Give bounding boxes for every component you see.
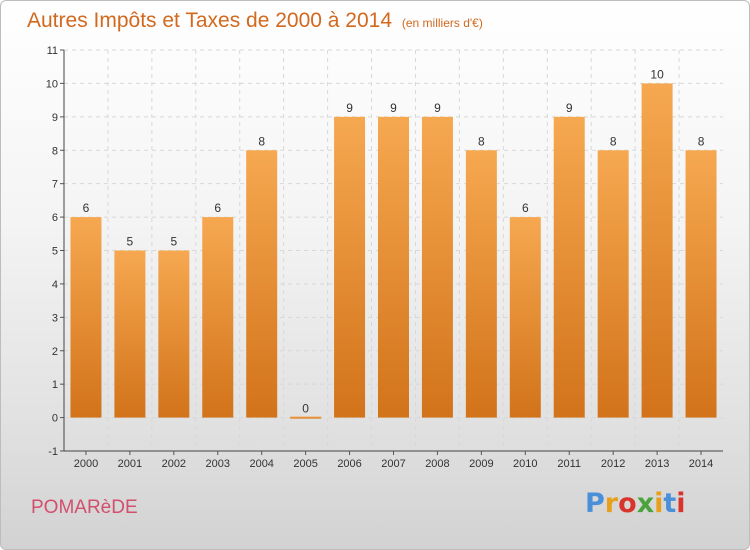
- bar: [290, 416, 322, 419]
- bar: [421, 116, 453, 418]
- brand-letter: i: [654, 488, 664, 519]
- y-tick-label: 2: [52, 346, 58, 358]
- bar: [378, 116, 409, 418]
- bars: [70, 83, 717, 419]
- data-label: 5: [127, 235, 134, 249]
- y-tick-label: 0: [52, 413, 58, 425]
- bar: [334, 116, 366, 418]
- x-tick-label: 2001: [118, 458, 142, 470]
- bar: [246, 150, 278, 418]
- brand-letter: i: [676, 488, 686, 519]
- x-tick-label: 2014: [689, 458, 713, 470]
- y-tick-label: 11: [47, 45, 58, 57]
- data-label: 10: [650, 67, 664, 81]
- bar: [553, 116, 585, 418]
- bar: [465, 150, 497, 418]
- data-label: 8: [478, 134, 485, 148]
- x-tick-label: 2012: [601, 458, 625, 470]
- data-label: 9: [434, 101, 441, 115]
- data-label: 6: [214, 201, 221, 215]
- data-label: 6: [522, 201, 529, 215]
- chart-title-text: Autres Impôts et Taxes de 2000 à 2014: [27, 9, 393, 32]
- bar: [685, 150, 717, 418]
- y-tick-label: 6: [52, 212, 58, 224]
- data-label: 8: [610, 134, 617, 148]
- x-tick-label: 2005: [293, 458, 317, 470]
- x-tick-label: 2011: [557, 458, 581, 470]
- data-label: 9: [390, 101, 397, 115]
- y-tick-label: -1: [48, 446, 58, 458]
- bar: [641, 83, 673, 418]
- x-tick-label: 2013: [645, 458, 669, 470]
- y-tick-label: 5: [52, 246, 58, 258]
- y-tick-label: 7: [52, 179, 58, 191]
- brand-letter: r: [604, 488, 619, 519]
- x-tick-label: 2002: [162, 458, 186, 470]
- data-label: 0: [302, 402, 309, 416]
- x-tick-label: 2003: [206, 458, 230, 470]
- x-tick-label: 2004: [249, 458, 273, 470]
- data-label: 8: [258, 134, 265, 148]
- y-tick-label: 9: [52, 112, 58, 124]
- data-label: 8: [698, 134, 705, 148]
- brand-letter: o: [618, 488, 637, 519]
- bar: [202, 217, 234, 418]
- y-tick-label: 3: [52, 312, 58, 324]
- x-tick-label: 2007: [381, 458, 405, 470]
- proxiti-logo[interactable]: Proxiti: [585, 488, 686, 519]
- chart-unit: (en milliers d'€): [401, 16, 483, 30]
- labels: -1 0 1 2 3 4 5 6 7 8 9 10 11 6 2000 5 2001 5 2002 6 2003 8 200…: [46, 45, 714, 470]
- bar: [114, 250, 146, 418]
- y-tick-label: 1: [52, 379, 58, 391]
- chart-title: Autres Impôts et Taxes de 2000 à 2014 (e…: [27, 9, 483, 33]
- brand-letter: x: [636, 488, 655, 519]
- y-tick-label: 8: [52, 145, 58, 157]
- data-label: 9: [346, 101, 353, 115]
- x-tick-label: 2008: [425, 458, 449, 470]
- bar: [70, 217, 102, 418]
- data-label: 9: [566, 101, 573, 115]
- data-label: 5: [170, 235, 177, 249]
- bar: [597, 150, 629, 418]
- y-tick-label: 10: [46, 78, 58, 90]
- bar: [158, 250, 190, 418]
- x-tick-label: 2010: [513, 458, 537, 470]
- x-tick-label: 2000: [74, 458, 98, 470]
- axes: [60, 49, 723, 455]
- brand-letter: P: [585, 488, 605, 519]
- y-tick-label: 4: [52, 279, 58, 291]
- bar: [509, 217, 541, 418]
- x-tick-label: 2006: [337, 458, 361, 470]
- brand-letter: t: [663, 488, 677, 519]
- data-label: 6: [83, 201, 90, 215]
- x-tick-label: 2009: [469, 458, 493, 470]
- commune-name: POMARèDE: [31, 497, 138, 518]
